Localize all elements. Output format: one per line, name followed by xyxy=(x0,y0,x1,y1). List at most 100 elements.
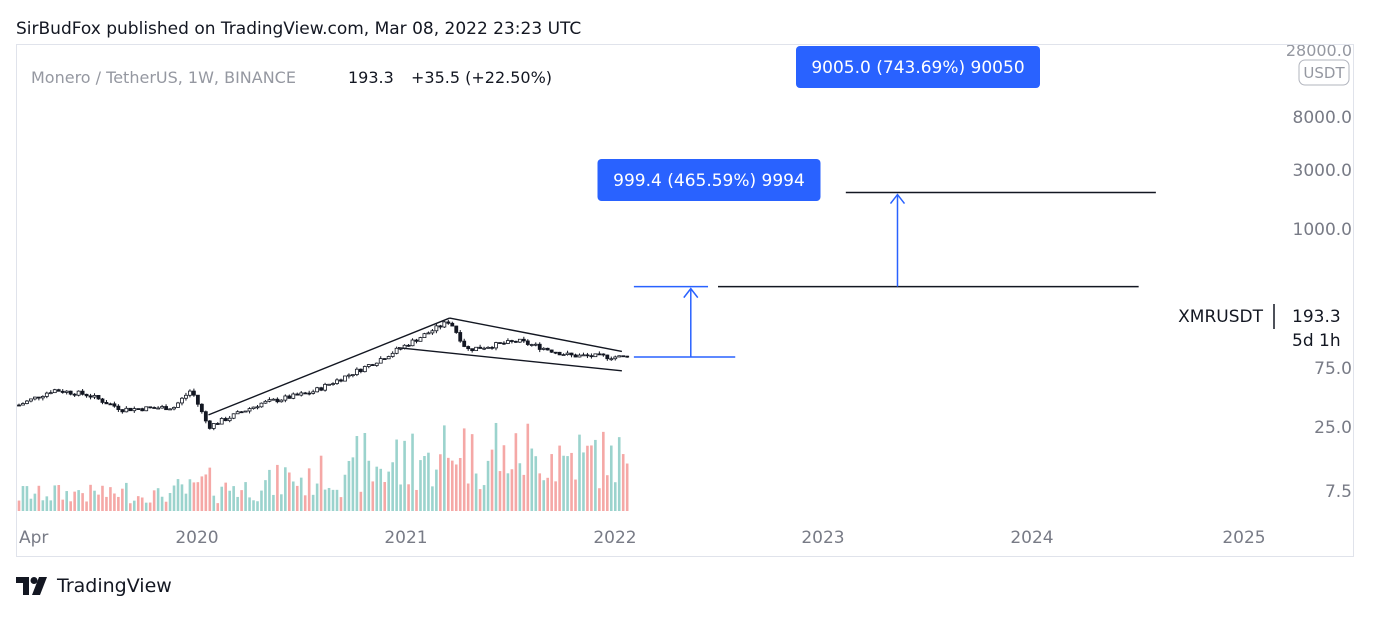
volume-bar xyxy=(268,469,271,511)
candle-body xyxy=(108,403,113,406)
candle-body xyxy=(17,404,21,407)
candle-body xyxy=(279,399,284,403)
volume-bar xyxy=(466,483,470,511)
volume-bar xyxy=(598,488,601,511)
volume-bar xyxy=(419,460,422,511)
volume-bar xyxy=(125,482,128,511)
volume-bar xyxy=(57,485,61,511)
candle-body xyxy=(510,340,514,342)
volume-bar xyxy=(514,433,518,511)
volume-bar xyxy=(105,496,108,511)
candle-body xyxy=(486,346,490,349)
candle-body xyxy=(351,374,355,376)
volume-bar xyxy=(232,486,235,511)
volume-bar xyxy=(288,472,291,511)
volume-bar xyxy=(343,474,347,511)
volume-bar xyxy=(41,500,45,511)
candle-body xyxy=(180,397,184,404)
volume-bar xyxy=(208,467,212,511)
volume-bar xyxy=(240,490,243,511)
volume-bar xyxy=(21,486,25,511)
candle-body xyxy=(343,375,347,382)
candle-body xyxy=(164,406,168,411)
volume-bar xyxy=(558,445,561,511)
volume-bar xyxy=(168,492,172,511)
candle-body xyxy=(589,355,594,358)
volume-bar xyxy=(518,463,522,511)
volume-bar xyxy=(339,497,343,511)
candle-body xyxy=(156,407,161,410)
drawings[interactable]: 999.4 (465.59%) 9994 9005.0 (743.69%) 900… xyxy=(208,46,1156,416)
volume-bar xyxy=(478,489,482,511)
volume-bar xyxy=(29,498,33,511)
candle-body xyxy=(243,410,248,413)
candle-body xyxy=(235,411,240,415)
volume-bar xyxy=(327,487,331,511)
candle-body xyxy=(72,393,77,396)
currency-badge[interactable] xyxy=(1298,59,1350,86)
time-tick: 2020 xyxy=(175,528,218,548)
price-tick: 25.0 xyxy=(1314,418,1352,438)
volume-bar xyxy=(89,484,92,511)
candle-body xyxy=(474,346,479,352)
candle-body xyxy=(92,395,97,398)
time-tick: 2022 xyxy=(593,528,636,548)
candle-body xyxy=(132,408,137,412)
last-price-legend: 193.3 xyxy=(348,68,394,87)
price-chart[interactable]: 999.4 (465.59%) 9994 9005.0 (743.69%) 900… xyxy=(17,45,1355,558)
volume-bar xyxy=(534,456,538,511)
volume-bar xyxy=(260,490,263,511)
volume-bar xyxy=(121,488,124,511)
volume-bar xyxy=(359,491,363,511)
candle-body xyxy=(160,406,165,409)
volume-bar xyxy=(538,473,542,511)
volume-bar xyxy=(319,455,323,511)
volume-bar xyxy=(248,497,251,511)
volume-bar xyxy=(625,463,629,511)
candle-body xyxy=(192,390,196,396)
volume-bar xyxy=(522,474,526,511)
volume-bar xyxy=(315,483,319,511)
candle-body xyxy=(573,354,578,358)
volume-bar xyxy=(25,486,29,511)
candle-body xyxy=(557,351,562,356)
target2-label-bg xyxy=(796,46,1040,88)
candle-body xyxy=(25,400,29,404)
publish-info: SirBudFox published on TradingView.com, … xyxy=(16,19,582,39)
candle-body xyxy=(299,392,304,396)
candle-body xyxy=(406,344,411,347)
volume-bar xyxy=(609,445,613,511)
candle-body xyxy=(239,411,244,414)
volume-bar xyxy=(335,489,339,511)
candle-body xyxy=(60,390,65,393)
volume-bar xyxy=(148,502,152,511)
tradingview-logo[interactable]: TradingView xyxy=(16,575,172,597)
volume-bar xyxy=(566,456,569,511)
last-price-symbol: XMRUSDT xyxy=(1178,307,1263,327)
candle-body xyxy=(382,358,387,360)
candle-body xyxy=(148,406,153,409)
candle-body xyxy=(625,355,630,358)
volume-bar xyxy=(33,493,37,511)
candle-body xyxy=(40,396,45,399)
volume-bar xyxy=(621,454,625,511)
candle-body xyxy=(410,339,415,347)
candle-body xyxy=(104,402,109,405)
volume-bar xyxy=(526,423,530,511)
chart-pane[interactable]: 999.4 (465.59%) 9994 9005.0 (743.69%) 900… xyxy=(16,44,1354,557)
candle-body xyxy=(152,407,157,409)
volume-bar xyxy=(470,434,474,511)
volume-bar xyxy=(299,477,303,511)
candle-body xyxy=(128,407,133,412)
candle-body xyxy=(144,406,149,412)
volume-bar xyxy=(272,494,275,511)
candle-body xyxy=(434,325,439,332)
candle-body xyxy=(80,390,85,395)
candle-body xyxy=(319,387,324,391)
price-change-legend: +35.5 (+22.50%) xyxy=(411,68,552,87)
candle-body xyxy=(275,398,280,403)
candle-body xyxy=(553,351,558,354)
candle-body xyxy=(525,340,530,345)
volume-bar xyxy=(69,501,72,511)
candle-body xyxy=(390,352,395,357)
